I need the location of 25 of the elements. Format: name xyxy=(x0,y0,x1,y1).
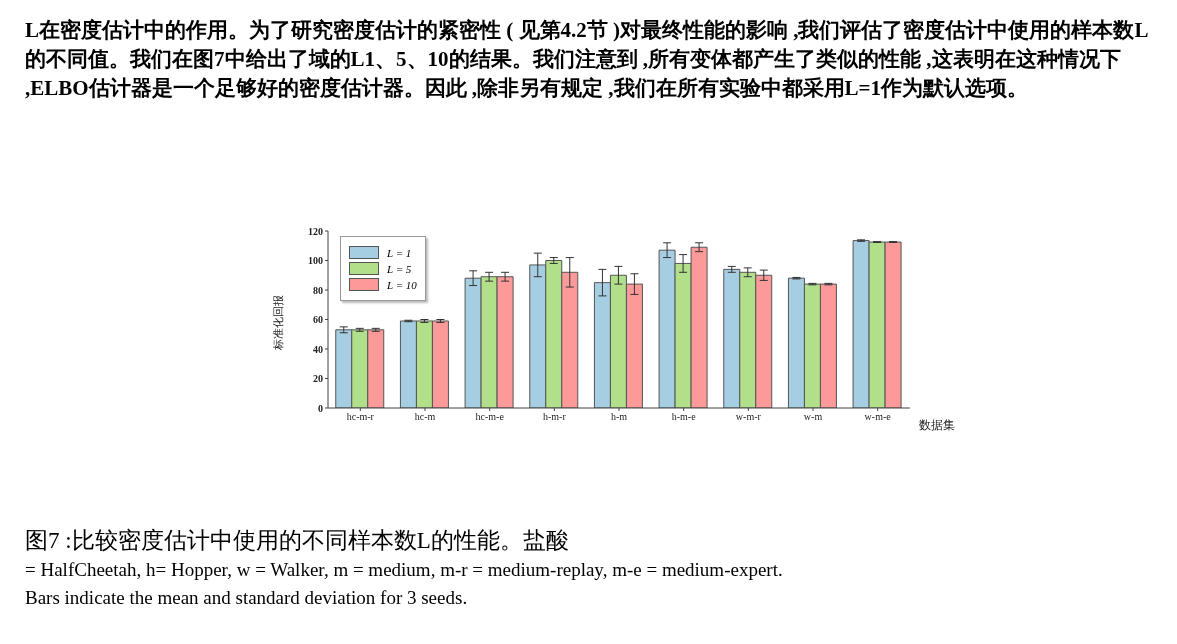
text: = HalfCheetah, h= Hopper, w = Walker, m = medium, m-r = medium-replay, m-e = medium-expert. xyxy=(25,558,784,582)
x-tick-label: h-m-e xyxy=(671,411,697,423)
x-axis-title: 数据集 xyxy=(919,418,955,432)
y-tick-label: 40 xyxy=(313,343,323,355)
y-tick-label: 120 xyxy=(308,225,323,237)
text: L在密度估计中的作用。为了研究密度估计的紧密性 ( 见第4.2节 )对最终性能的影响 ,我们评估了密度估计中使用的样本数L的不同值。我们在图7中给出了域的L1、5、10的结果。我们注意到 ,所有变体都产生了类似的性能 ,这表明在这种情况下 ,ELBO估计器是一个足够好的密度估计器。因此 ,除非另有规定 ,我们在所有实验中都采用L=1作为默认选项。 xyxy=(25,17,1150,102)
x-tick-label: hc-m-r xyxy=(346,411,375,423)
x-tick-label: hc-m-e xyxy=(475,411,505,423)
legend-label: L = 10 xyxy=(387,278,417,291)
y-tick-label: 0 xyxy=(318,402,323,414)
x-tick-label: h-m-r xyxy=(542,411,567,423)
legend-label: L = 5 xyxy=(387,262,412,275)
y-tick-label: 20 xyxy=(313,373,323,385)
x-tick-label: w-m-r xyxy=(735,411,762,423)
legend-label: L = 1 xyxy=(387,246,412,259)
x-tick-label: w-m xyxy=(803,411,823,423)
text: Bars indicate the mean and standard deviation for 3 seeds. xyxy=(25,586,469,610)
x-tick-label: h-m xyxy=(610,411,628,423)
y-tick-label: 80 xyxy=(313,284,323,296)
y-tick-label: 60 xyxy=(313,314,323,326)
x-tick-label: hc-m xyxy=(414,411,436,423)
y-axis-title: 标准化回报 xyxy=(271,294,284,351)
y-tick-label: 100 xyxy=(308,255,323,267)
caption: 图7 :比较密度估计中使用的不同样本数L的性能。盐酸 xyxy=(25,527,570,555)
x-tick-label: w-m-e xyxy=(864,411,892,423)
